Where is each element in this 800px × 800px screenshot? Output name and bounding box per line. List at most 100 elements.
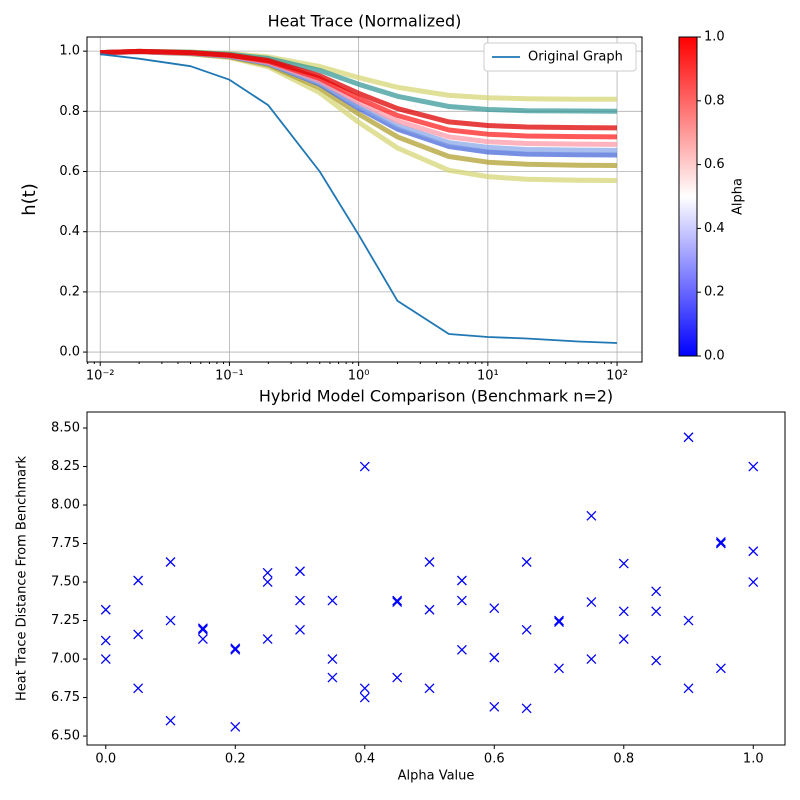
scatter-point xyxy=(197,624,208,635)
scatter-point xyxy=(165,557,176,567)
colorbar-tick-label: 0.2 xyxy=(704,285,725,300)
scatter-point xyxy=(133,629,144,640)
scatter-point xyxy=(133,683,144,694)
y-tick-label: 7.75 xyxy=(51,536,80,551)
x-tick-label: 1.0 xyxy=(743,752,764,767)
colorbar-tick-label: 1.0 xyxy=(704,30,725,45)
y-tick-label: 0.6 xyxy=(59,164,80,179)
scatter-point xyxy=(295,595,305,606)
y-axis-label: h(t) xyxy=(19,183,40,216)
scatter-point xyxy=(554,615,564,626)
scatter-point xyxy=(359,692,370,703)
scatter-point xyxy=(489,603,500,614)
scatter-point xyxy=(197,634,208,644)
scatter-point xyxy=(683,683,694,694)
scatter-point xyxy=(262,634,273,644)
x-tick-label: 10¹ xyxy=(477,369,499,384)
y-tick-label: 7.50 xyxy=(51,575,80,590)
x-axis-label: Alpha Value xyxy=(398,769,475,784)
scatter-point xyxy=(456,575,467,586)
scatter-point xyxy=(165,715,176,726)
scatter-point xyxy=(456,644,467,655)
x-tick-label: 0.4 xyxy=(354,752,375,767)
y-tick-label: 7.00 xyxy=(51,652,80,667)
scatter-point xyxy=(359,461,370,472)
y-tick-label: 6.75 xyxy=(51,690,80,705)
y-tick-label: 7.25 xyxy=(51,613,80,628)
scatter-point xyxy=(424,604,435,615)
scatter-point xyxy=(586,597,597,608)
x-tick-label: 0.0 xyxy=(95,752,116,767)
series-line xyxy=(100,48,618,131)
scatter-point xyxy=(424,683,435,694)
y-tick-label: 0.4 xyxy=(59,224,80,239)
scatter-point xyxy=(392,597,403,608)
y-tick-label: 8.25 xyxy=(51,459,80,474)
scatter-point xyxy=(489,652,500,663)
scatter-point xyxy=(295,624,305,635)
scatter-point xyxy=(748,546,759,557)
y-tick-label: 8.00 xyxy=(51,498,80,513)
scatter-point xyxy=(683,615,694,626)
scatter-point xyxy=(262,577,273,588)
plot-frame xyxy=(86,36,643,363)
scatter-point xyxy=(521,624,532,635)
scatter-point xyxy=(295,566,305,577)
colorbar-tick-label: 0.4 xyxy=(704,221,725,236)
series-line xyxy=(100,53,618,344)
legend-label: Original Graph xyxy=(528,50,623,65)
scatter-point xyxy=(230,643,241,654)
scatter-point xyxy=(327,595,338,606)
scatter-point xyxy=(651,655,662,666)
y-tick-label: 0.0 xyxy=(59,345,80,360)
scatter-point xyxy=(521,703,532,714)
scatter-point xyxy=(748,461,759,472)
scatter-point xyxy=(489,701,500,712)
scatter-point xyxy=(100,635,111,646)
scatter-point xyxy=(392,595,403,606)
x-tick-label: 10⁻¹ xyxy=(215,369,244,384)
scatter-point xyxy=(133,575,144,586)
scatter-point xyxy=(683,432,694,443)
scatter-point xyxy=(748,577,759,588)
x-tick-label: 0.6 xyxy=(484,752,505,767)
scatter-point xyxy=(586,654,597,665)
chart-title: Heat Trace (Normalized) xyxy=(268,12,462,31)
legend-box xyxy=(483,42,637,72)
scatter-point xyxy=(618,606,629,617)
y-tick-label: 6.50 xyxy=(51,729,80,744)
scatter-point xyxy=(165,615,176,626)
scatter-point xyxy=(359,683,370,694)
scatter-point xyxy=(392,672,403,683)
colorbar-label: Alpha xyxy=(731,178,746,215)
scatter-point xyxy=(100,654,111,665)
colorbar-tick-label: 0.0 xyxy=(704,349,725,364)
scatter-point xyxy=(100,604,111,615)
scatter-point xyxy=(715,663,726,674)
colorbar xyxy=(678,36,698,357)
scatter-point xyxy=(715,538,726,549)
y-tick-label: 0.8 xyxy=(59,104,80,119)
chart-title: Hybrid Model Comparison (Benchmark n=2) xyxy=(259,387,613,406)
colorbar-tick-label: 0.8 xyxy=(704,93,725,108)
scatter-point xyxy=(197,623,208,634)
scatter-point xyxy=(521,557,532,567)
y-tick-label: 0.2 xyxy=(59,284,80,299)
x-tick-label: 10⁻² xyxy=(86,369,115,384)
scatter-point xyxy=(554,663,564,674)
plot-frame xyxy=(86,411,786,746)
scatter-point xyxy=(456,595,467,606)
colorbar-tick-label: 0.6 xyxy=(704,157,725,172)
y-axis-label: Heat Trace Distance From Benchmark xyxy=(15,456,30,701)
scatter-point xyxy=(651,586,662,597)
scatter-point xyxy=(618,634,629,644)
x-tick-label: 10² xyxy=(606,369,628,384)
scatter-point xyxy=(715,537,726,547)
scatter-point xyxy=(554,617,564,628)
y-tick-label: 8.50 xyxy=(51,421,80,436)
scatter-point xyxy=(618,558,629,569)
x-tick-label: 10⁰ xyxy=(348,369,370,384)
scatter-point xyxy=(651,606,662,617)
x-tick-label: 0.8 xyxy=(613,752,634,767)
